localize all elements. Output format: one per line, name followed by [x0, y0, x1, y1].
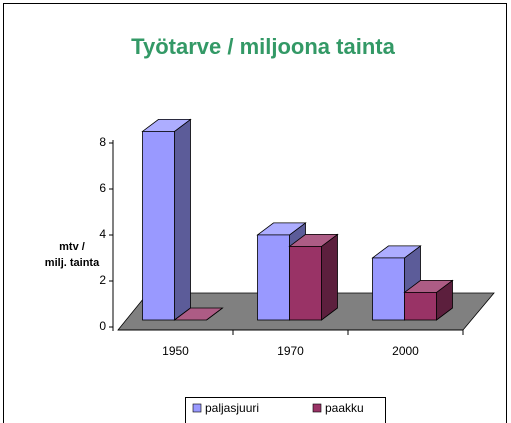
legend-swatch — [312, 403, 322, 413]
chart-title: Työtarve / miljoona tainta — [131, 34, 395, 59]
legend-label: paakku — [325, 401, 364, 415]
bar-side — [321, 233, 338, 321]
bar — [141, 118, 192, 321]
legend — [185, 397, 386, 423]
y-tick-label: 8 — [99, 135, 106, 149]
bar — [288, 233, 339, 321]
x-tick-label: 1970 — [277, 344, 304, 358]
bar — [403, 279, 454, 321]
y-tick-label: 0 — [99, 319, 106, 333]
legend-label: paljasjuuri — [205, 401, 259, 415]
x-tick-label: 2000 — [392, 344, 419, 358]
bar-front — [372, 257, 405, 321]
bar-front — [289, 245, 322, 321]
bar-front — [142, 130, 175, 321]
bar-top — [173, 307, 224, 321]
y-tick-label: 4 — [99, 227, 106, 241]
bar — [173, 307, 224, 321]
y-tick-label: 2 — [99, 273, 106, 287]
y-tick-label: 6 — [99, 181, 106, 195]
y-axis-label: mtv / — [59, 241, 85, 253]
bar-side — [174, 118, 191, 321]
bar-front — [404, 291, 437, 321]
y-axis-label: milj. tainta — [45, 257, 100, 269]
x-tick-label: 1950 — [162, 344, 189, 358]
chart-frame — [3, 3, 507, 423]
legend-swatch — [192, 403, 202, 413]
bar-front — [257, 234, 290, 321]
